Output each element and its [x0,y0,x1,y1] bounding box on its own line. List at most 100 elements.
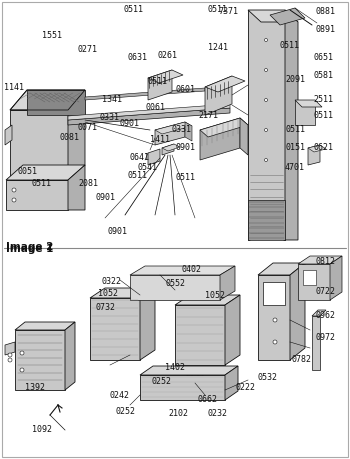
Text: 0271: 0271 [78,45,98,55]
Text: 0511: 0511 [285,125,305,134]
Polygon shape [200,118,240,160]
Text: 0662: 0662 [198,396,218,404]
Polygon shape [10,110,68,180]
Polygon shape [263,282,285,305]
Circle shape [20,368,24,372]
Text: 0722: 0722 [315,287,335,297]
Text: 0081: 0081 [60,134,80,142]
Polygon shape [175,295,240,305]
Polygon shape [155,122,192,134]
Text: 2511: 2511 [313,95,333,105]
Text: 0511: 0511 [313,111,333,119]
Text: 0511: 0511 [280,41,300,50]
Text: 2102: 2102 [168,409,188,418]
Text: 0881: 0881 [315,7,335,17]
Polygon shape [162,144,174,155]
Text: 0631: 0631 [128,54,148,62]
Polygon shape [10,90,85,110]
Circle shape [8,353,12,357]
Circle shape [273,340,277,344]
Text: 4701: 4701 [285,163,305,173]
Polygon shape [90,298,140,360]
Polygon shape [295,100,315,125]
Polygon shape [285,10,298,240]
Text: 0581: 0581 [313,71,333,79]
Polygon shape [6,165,85,180]
Text: 1341: 1341 [102,95,122,105]
Text: 0511: 0511 [208,6,228,15]
Text: 0051: 0051 [18,168,38,177]
Text: 0222: 0222 [235,384,255,392]
Text: 0601: 0601 [175,85,195,95]
Text: 0901: 0901 [108,228,128,236]
Polygon shape [15,330,65,390]
Text: 0651: 0651 [313,54,333,62]
Text: 0252: 0252 [115,408,135,416]
Circle shape [12,188,16,192]
Polygon shape [298,256,342,264]
Polygon shape [155,122,185,145]
Polygon shape [240,118,248,155]
Polygon shape [248,10,298,22]
Text: 0511: 0511 [176,174,196,183]
Polygon shape [5,125,12,145]
Text: 0511: 0511 [128,170,148,179]
Text: 0071: 0071 [78,123,98,133]
Polygon shape [270,8,305,25]
Polygon shape [140,366,238,375]
Polygon shape [5,342,15,355]
Polygon shape [308,145,320,165]
Circle shape [12,198,16,202]
Polygon shape [225,295,240,365]
Polygon shape [312,310,326,316]
Polygon shape [6,180,68,210]
Polygon shape [290,263,305,360]
Polygon shape [330,256,342,300]
Circle shape [265,39,267,41]
Text: 1052: 1052 [205,291,225,300]
Polygon shape [85,88,205,100]
Text: 0511: 0511 [147,78,167,86]
Polygon shape [15,322,75,330]
Polygon shape [220,266,235,300]
Circle shape [192,372,198,378]
Text: Image 2: Image 2 [6,242,53,252]
Text: 0402: 0402 [182,265,202,274]
Polygon shape [68,165,85,210]
Text: 1141: 1141 [4,84,24,93]
Polygon shape [248,10,285,240]
Polygon shape [68,90,85,180]
Text: 0901: 0901 [120,118,140,128]
Text: 2171: 2171 [198,111,218,119]
Polygon shape [200,118,248,137]
Text: 0511: 0511 [32,179,52,187]
Text: 1241: 1241 [208,44,228,52]
Text: 0782: 0782 [292,356,312,364]
Polygon shape [130,275,220,300]
Polygon shape [185,122,192,141]
Polygon shape [312,316,320,370]
Text: 0901: 0901 [95,194,115,202]
Polygon shape [258,263,305,275]
Circle shape [265,68,267,72]
Text: 0331: 0331 [172,125,192,134]
Text: 0331: 0331 [100,113,120,123]
Polygon shape [140,288,155,360]
Text: 7371: 7371 [218,7,238,17]
Text: 0891: 0891 [315,26,335,34]
Text: 1052: 1052 [98,290,118,298]
Circle shape [265,158,267,162]
Text: 1411: 1411 [150,135,170,145]
Text: 0552: 0552 [165,280,185,289]
Polygon shape [148,149,160,165]
Polygon shape [148,70,183,83]
Text: 1402: 1402 [165,364,185,373]
Polygon shape [68,104,230,120]
Text: Image 1: Image 1 [6,244,53,254]
Polygon shape [225,366,238,400]
Circle shape [273,318,277,322]
Polygon shape [248,200,285,240]
Text: 0252: 0252 [152,377,172,386]
Polygon shape [90,288,155,298]
Text: 0151: 0151 [285,144,305,152]
